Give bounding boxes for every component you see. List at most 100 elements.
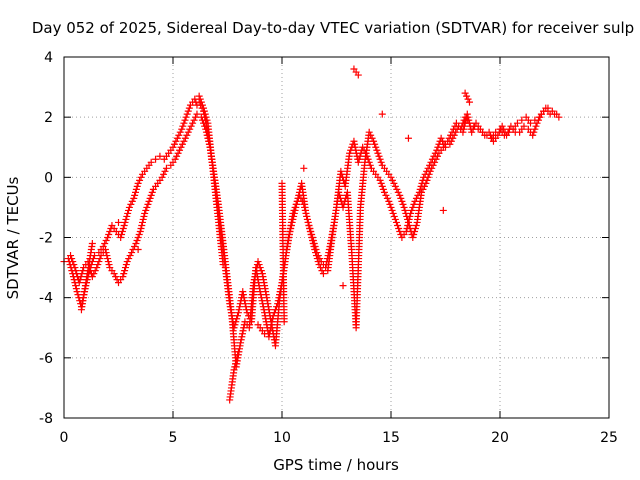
data-point [433,146,441,154]
data-point [241,297,249,305]
data-point [237,336,245,344]
data-point [365,128,373,136]
data-point [376,155,384,163]
data-point [76,276,84,284]
x-tick-label: 0 [60,430,69,446]
data-point [411,197,419,205]
data-point [231,360,239,368]
y-axis-title: SDTVAR / TECUs [4,176,22,299]
data-point [130,243,138,251]
data-point [427,158,435,166]
data-point [121,218,129,226]
x-tick-label: 15 [382,430,400,446]
data-point [412,194,420,202]
data-point [158,173,166,181]
data-point [317,264,325,272]
data-point [355,155,363,163]
data-point [409,203,417,211]
data-point [130,194,138,202]
data-point [465,119,473,127]
data-point [120,221,128,229]
data-point [309,240,317,248]
data-point [90,270,98,278]
data-point [137,224,145,232]
data-point [529,131,537,139]
data-point [391,182,399,190]
data-point [123,212,131,220]
data-point [68,255,76,263]
data-point [202,113,210,121]
data-point [190,116,198,124]
data-point [291,206,299,214]
data-point [418,179,426,187]
x-tick-label: 10 [273,430,291,446]
data-point [404,221,412,229]
data-point [182,113,190,121]
data-point [520,122,528,130]
data-point [417,182,425,190]
data-point [251,273,259,281]
data-point [180,137,188,145]
data-point [307,230,315,238]
data-point [235,306,243,314]
data-point [530,128,538,136]
data-point [380,188,388,196]
data-point [104,255,112,263]
data-point [110,270,118,278]
data-point [219,261,227,269]
y-tick-label: -6 [39,351,53,367]
data-point [389,209,397,217]
data-point [352,146,360,154]
data-point [449,134,457,142]
data-point [104,234,112,241]
data-point [147,158,155,166]
data-point [147,191,155,199]
data-point [102,237,110,245]
data-point [172,137,180,145]
data-point [140,212,148,220]
data-point [234,351,242,359]
data-point [106,227,114,235]
data-point [309,237,317,245]
data-points [60,65,563,404]
data-point [390,212,398,220]
data-point [126,252,134,260]
data-point [398,197,406,205]
data-point [125,206,133,214]
data-point [145,197,153,205]
data-point [112,273,120,281]
data-point [234,348,242,356]
data-point [485,128,493,136]
data-point [419,176,427,184]
data-point [173,152,181,160]
data-point [372,143,380,151]
chart-title: Day 052 of 2025, Sidereal Day-to-day VTE… [32,19,634,37]
data-point [388,176,396,184]
data-point [183,131,191,139]
data-point [121,267,129,275]
data-point [461,89,469,97]
data-point [312,252,320,260]
data-point [95,258,103,266]
data-point [133,237,141,245]
data-point [463,110,471,118]
data-point [385,197,393,205]
data-point [122,215,130,223]
data-point [405,215,413,223]
data-point [306,224,314,232]
data-point [146,194,154,202]
data-point [401,206,409,214]
data-point [423,167,431,175]
data-point [498,122,506,130]
data-point [383,194,391,202]
data-point [125,255,133,263]
data-point [503,131,511,139]
data-point [175,131,183,139]
data-point [104,258,112,266]
data-point [469,125,477,133]
data-point [382,191,390,199]
data-point [527,119,535,127]
data-point [121,264,129,272]
data-point [363,152,371,160]
data-point [181,134,189,142]
